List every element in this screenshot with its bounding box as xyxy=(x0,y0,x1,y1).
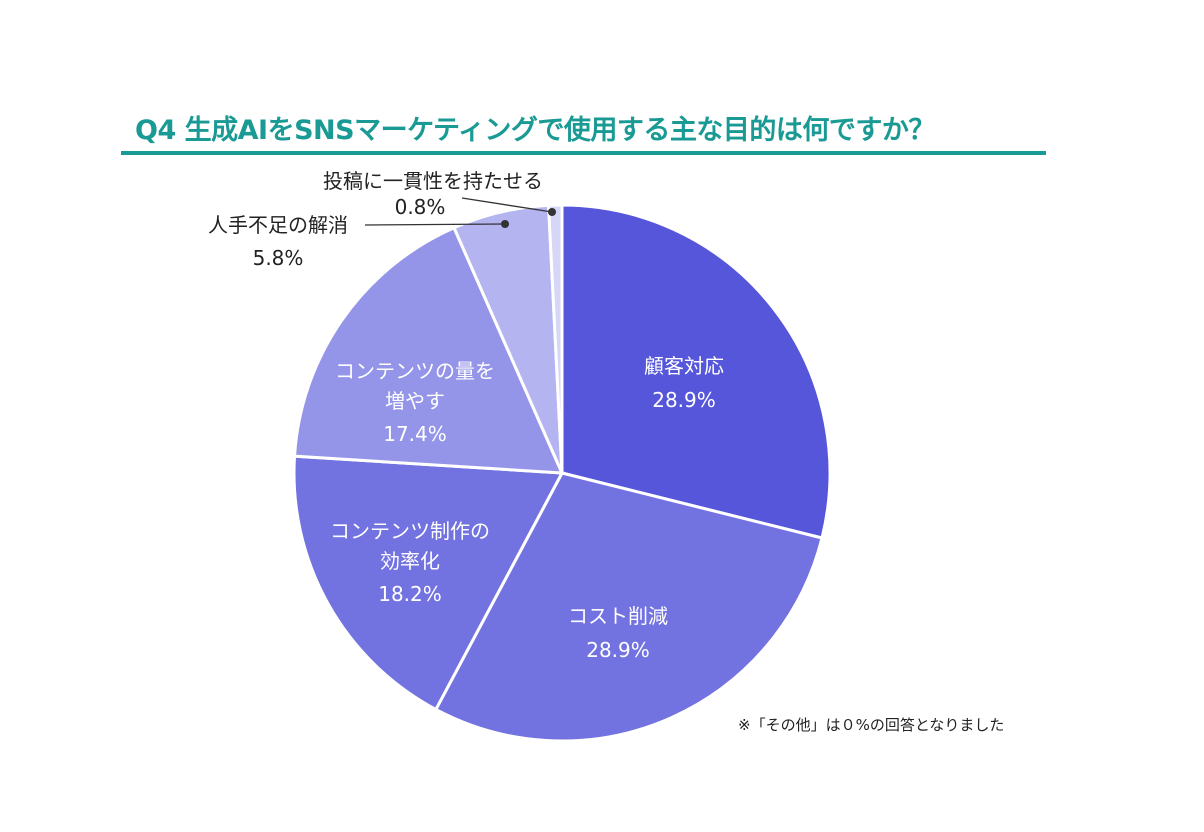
leader-dot xyxy=(548,208,556,216)
leader-line xyxy=(461,197,553,213)
footnote: ※「その他」は０%の回答となりました xyxy=(738,716,1005,734)
title-underline xyxy=(121,151,1046,155)
slice-label: 顧客対応 xyxy=(644,354,724,378)
slice-label: 投稿に一貫性を持たせる xyxy=(323,169,543,193)
pie-slice xyxy=(546,203,564,474)
pie-slice xyxy=(560,203,832,540)
slice-value-label: 28.9% xyxy=(586,638,650,662)
slice-value-label: 5.8% xyxy=(253,246,304,270)
slice-label: 効率化 xyxy=(380,549,440,573)
chart-title: Q4 生成AIをSNSマーケティングで使用する主な目的は何ですか？ xyxy=(135,115,935,146)
slice-label: 人手不足の解消 xyxy=(208,213,348,237)
leader-dot xyxy=(501,220,509,228)
slice-label: コンテンツの量を xyxy=(335,359,495,383)
leader-line xyxy=(364,223,506,226)
slice-value-label: 18.2% xyxy=(378,582,442,606)
slice-label: 増やす xyxy=(385,389,445,413)
slice-label: コンテンツ制作の xyxy=(330,519,490,543)
slice-value-label: 28.9% xyxy=(652,388,716,412)
slice-value-label: 0.8% xyxy=(395,195,446,219)
pie-slice xyxy=(292,225,565,475)
pie-slice xyxy=(292,454,565,712)
slice-value-label: 17.4% xyxy=(383,422,447,446)
pie-slice xyxy=(433,471,824,743)
slice-label: コスト削減 xyxy=(568,604,668,628)
